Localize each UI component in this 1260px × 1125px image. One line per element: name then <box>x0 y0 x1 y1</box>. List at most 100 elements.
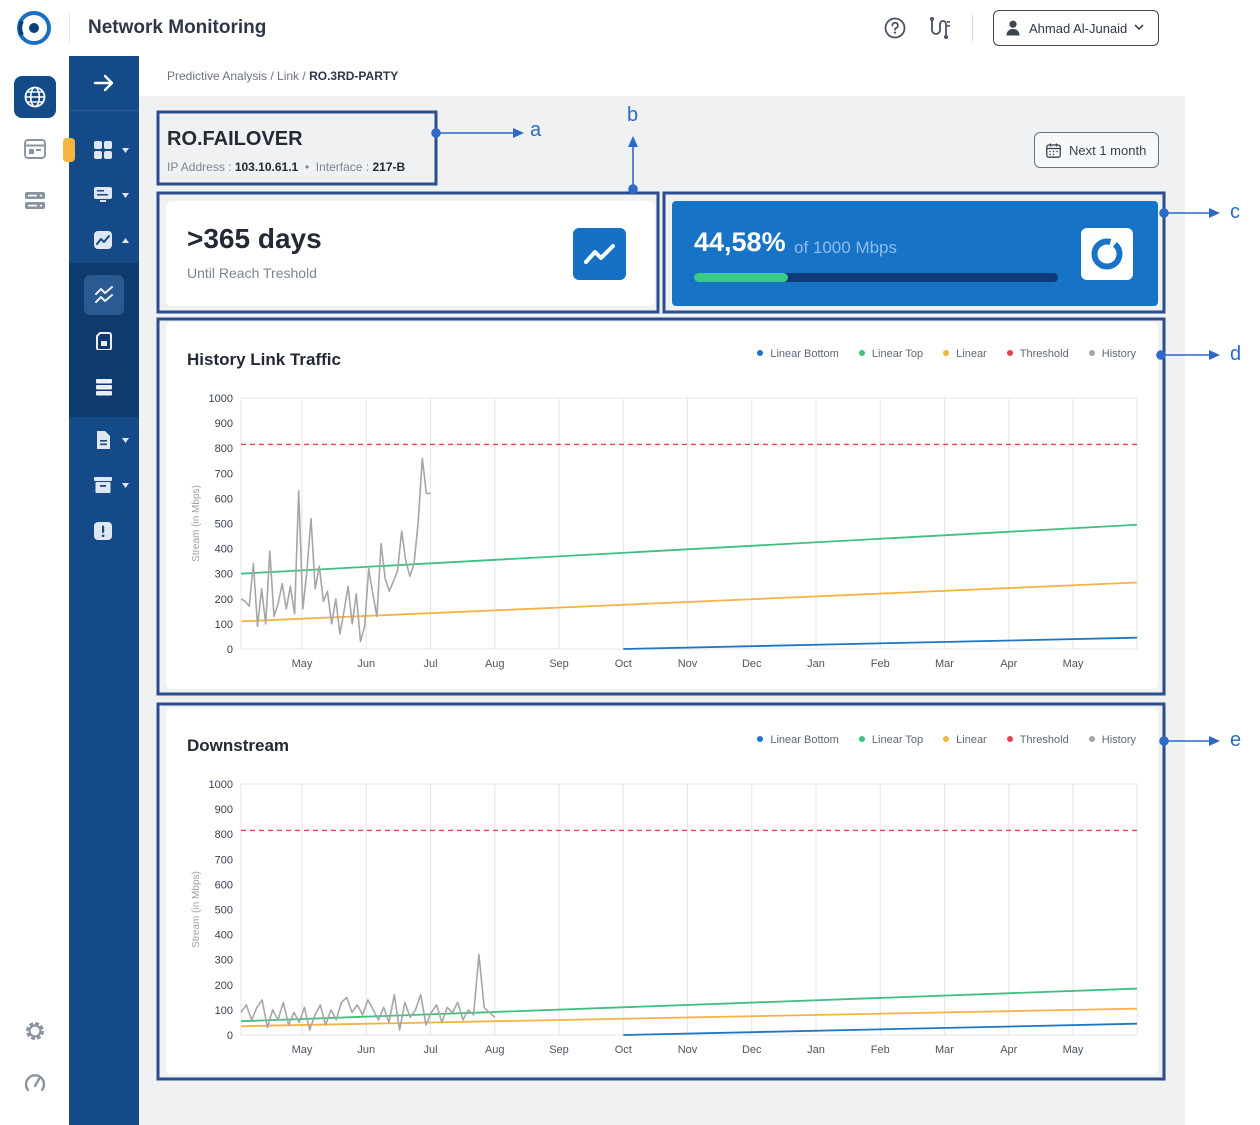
x-tick-label: Oct <box>615 658 632 670</box>
submenu-predictive-analysis[interactable] <box>84 275 124 315</box>
history-link-traffic-chart: History Link Traffic Linear Bottom Linea… <box>166 322 1158 689</box>
y-tick-label: 900 <box>215 804 233 816</box>
x-tick-label: Jul <box>423 1044 437 1056</box>
submenu-storage[interactable] <box>84 321 124 361</box>
top-bar: Network Monitoring Ahmad Al-Junaid <box>0 0 1185 56</box>
submenu-servers[interactable] <box>84 367 124 407</box>
main-content: Predictive Analysis / Link / RO.3RD-PART… <box>139 56 1185 1125</box>
y-axis-label: Stream (in Mbps) <box>191 485 202 562</box>
interface-label: Interface : <box>315 160 370 174</box>
rail-calendar-button[interactable] <box>14 128 56 170</box>
x-tick-label: Apr <box>1000 658 1017 670</box>
breadcrumb-current: RO.3RD-PARTY <box>309 69 399 83</box>
trend-badge <box>573 228 626 280</box>
ip-value: 103.10.61.1 <box>234 160 299 174</box>
days-to-threshold-card: >365 days Until Reach Treshold <box>166 201 655 306</box>
app-logo-icon[interactable] <box>16 10 52 46</box>
x-tick-label: Feb <box>871 658 890 670</box>
app-title: Network Monitoring <box>88 17 267 38</box>
active-module-marker <box>63 138 75 162</box>
donut-badge <box>1081 228 1133 280</box>
rail-servers-button[interactable] <box>14 180 56 222</box>
caret-down-icon <box>122 193 129 198</box>
x-tick-label: Feb <box>871 1044 890 1056</box>
x-tick-label: Nov <box>678 1044 698 1056</box>
y-tick-label: 400 <box>215 930 233 942</box>
sidebar-divider <box>69 110 139 111</box>
globe-icon <box>24 86 46 108</box>
x-tick-label: Nov <box>678 658 698 670</box>
y-tick-label: 0 <box>227 1030 233 1042</box>
sidebar <box>63 56 139 1125</box>
usage-capacity: of 1000 Mbps <box>794 238 898 257</box>
breadcrumb: Predictive Analysis / Link / RO.3RD-PART… <box>167 69 398 83</box>
x-tick-label: Dec <box>742 658 762 670</box>
annotation-arrowhead-e <box>1209 736 1220 746</box>
x-tick-label: Jun <box>357 658 375 670</box>
module-rail <box>0 56 69 1125</box>
server-stack-icon <box>96 379 112 396</box>
sidebar-item-alerts[interactable] <box>69 514 139 548</box>
arrow-right-icon[interactable] <box>92 73 116 93</box>
x-tick-label: May <box>1063 1044 1084 1056</box>
trend-lines-icon <box>95 286 113 303</box>
y-tick-label: 800 <box>215 829 233 841</box>
trend-up-icon <box>584 244 615 264</box>
sidebar-submenu <box>69 263 139 417</box>
chart-plot-area: May Jun Jul Aug Sep Oct Nov Dec Jan Feb Mar Apr May 1… <box>191 393 1138 670</box>
sidebar-item-dashboard[interactable] <box>63 133 139 167</box>
rail-speed-button[interactable] <box>14 1062 56 1104</box>
y-tick-label: 200 <box>215 594 233 606</box>
bandwidth-usage-card: 44,58% of 1000 Mbps <box>672 201 1158 306</box>
annotation-label-a: a <box>530 119 542 141</box>
dashboard-window-icon <box>24 139 46 159</box>
interface-value: 217-B <box>372 160 406 174</box>
sidebar-item-archive[interactable] <box>69 468 139 502</box>
help-icon[interactable] <box>884 17 906 39</box>
period-select-button[interactable]: Next 1 month <box>1034 132 1159 168</box>
y-tick-label: 900 <box>215 418 233 430</box>
y-tick-label: 800 <box>215 443 233 455</box>
y-tick-label: 600 <box>215 879 233 891</box>
series-linear-top-line <box>240 987 1138 1023</box>
x-tick-label: Mar <box>935 1044 954 1056</box>
series-linear-top-line <box>240 523 1138 575</box>
x-tick-label: Aug <box>485 1044 505 1056</box>
usage-progress-bar <box>694 273 1058 282</box>
x-tick-label: Jul <box>423 658 437 670</box>
server-icon <box>25 192 45 209</box>
y-tick-label: 1000 <box>209 393 233 405</box>
usage-percent: 44,58% <box>694 227 786 257</box>
rail-network-button[interactable] <box>14 76 56 118</box>
link-name: RO.FAILOVER <box>167 128 303 150</box>
sidebar-item-analytics[interactable] <box>69 223 139 257</box>
x-tick-label: Oct <box>615 1044 632 1056</box>
topology-icon[interactable] <box>929 16 951 40</box>
x-tick-label: Jun <box>357 1044 375 1056</box>
rail-settings-button[interactable] <box>14 1010 56 1052</box>
caret-down-icon <box>122 148 129 153</box>
y-tick-label: 1000 <box>209 779 233 791</box>
usage-progress-fill <box>694 273 789 282</box>
chevron-down-icon <box>1134 24 1144 31</box>
downstream-chart: Downstream Linear Bottom Linear Top Line… <box>166 708 1158 1075</box>
x-tick-label: May <box>292 658 313 670</box>
plot-frame <box>240 783 1138 1036</box>
y-tick-label: 700 <box>215 468 233 480</box>
x-tick-label: Sep <box>549 1044 569 1056</box>
y-tick-label: 100 <box>215 619 233 631</box>
link-meta: IP Address : 103.10.61.1 • Interface : 2… <box>167 160 406 174</box>
annotation-label-d: d <box>1230 343 1242 365</box>
x-tick-label: Dec <box>742 1044 762 1056</box>
x-tick-label: Aug <box>485 658 505 670</box>
user-menu-button[interactable]: Ahmad Al-Junaid <box>993 10 1159 46</box>
y-tick-label: 400 <box>215 544 233 556</box>
caret-up-icon <box>122 238 129 243</box>
sidebar-item-devices[interactable] <box>69 178 139 212</box>
topbar-divider <box>69 14 70 42</box>
chart-plot-area: May Jun Jul Aug Sep Oct Nov Dec Jan Feb Mar Apr May 1… <box>191 779 1138 1056</box>
sidebar-item-reports[interactable] <box>69 423 139 457</box>
ip-label: IP Address : <box>167 160 232 174</box>
series-linear-line <box>240 1007 1138 1028</box>
breadcrumb-path[interactable]: Predictive Analysis / Link / <box>167 69 306 83</box>
